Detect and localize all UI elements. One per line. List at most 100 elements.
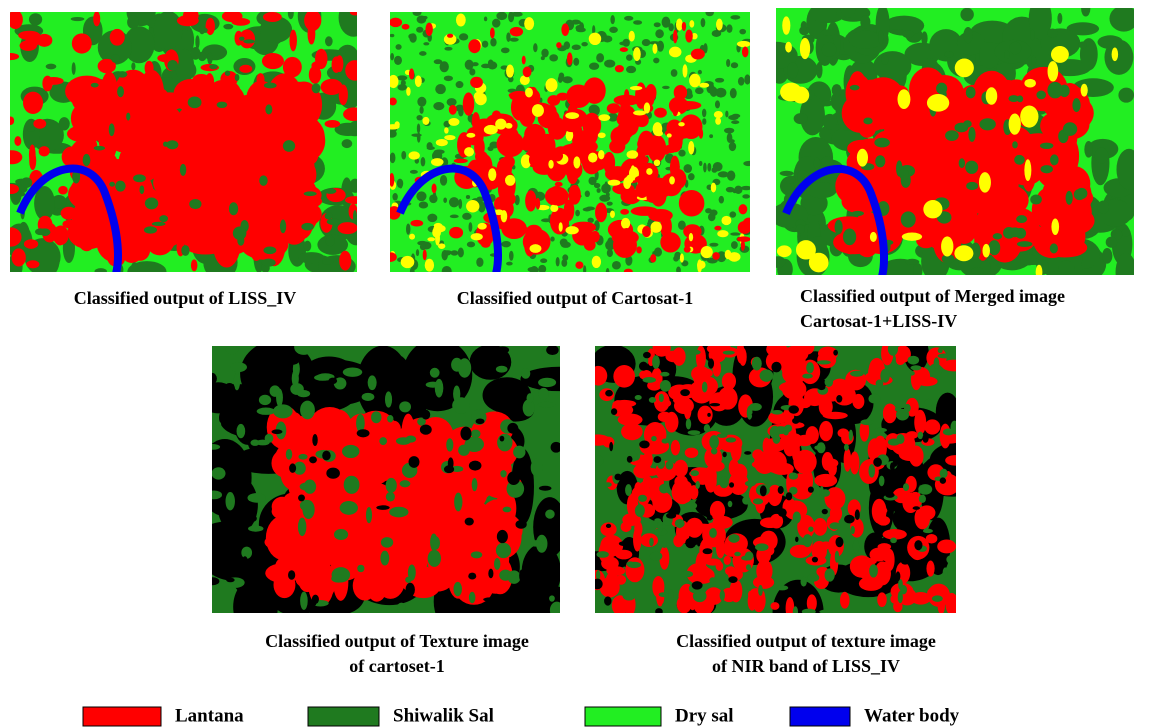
map-patch [730, 232, 740, 235]
map-patch [417, 123, 420, 133]
map-patch [747, 582, 752, 591]
map-patch [676, 18, 683, 30]
map-patch [287, 94, 306, 111]
map-patch [719, 196, 724, 204]
map-patch [1004, 50, 1010, 59]
map-patch [936, 83, 947, 95]
map-patch [626, 561, 634, 566]
map-patch [1040, 143, 1053, 149]
map-patch [633, 528, 641, 552]
map-patch [638, 156, 648, 163]
map-patch [488, 569, 493, 579]
map-patch [420, 244, 426, 250]
map-patch [746, 564, 751, 570]
map-patch [642, 226, 651, 237]
map-patch [601, 183, 611, 193]
map-patch [524, 17, 534, 30]
map-patch [1051, 219, 1059, 236]
map-patch [465, 518, 474, 526]
map-patch [612, 261, 621, 270]
map-patch [707, 515, 713, 521]
map-patch [509, 194, 516, 205]
map-patch [343, 368, 362, 377]
map-patch [650, 552, 662, 561]
map-patch [573, 58, 579, 66]
map-patch [729, 142, 736, 151]
map-patch [819, 610, 832, 614]
map-patch [701, 18, 706, 27]
map-patch [801, 577, 807, 587]
map-patch [583, 113, 602, 138]
map-patch [442, 266, 452, 276]
map-patch [510, 27, 523, 37]
map-patch [531, 549, 537, 555]
map-patch [180, 164, 186, 176]
map-patch [841, 1, 855, 17]
map-patch [443, 197, 447, 202]
map-patch [68, 81, 79, 95]
map-patch [659, 484, 669, 494]
map-patch [777, 245, 792, 257]
map-patch [466, 195, 470, 199]
map-patch [371, 411, 381, 423]
map-patch [654, 159, 661, 166]
map-patch [743, 161, 754, 166]
map-patch [427, 214, 437, 223]
map-patch [690, 470, 699, 476]
map-patch [575, 261, 583, 268]
map-patch [497, 530, 508, 543]
map-patch [458, 199, 462, 209]
map-patch [427, 237, 435, 241]
map-patch [819, 421, 833, 441]
map-patch [623, 592, 636, 601]
map-patch [741, 186, 752, 190]
map-patch [640, 533, 658, 547]
map-patch [595, 455, 603, 465]
map-patch [766, 341, 787, 357]
map-patch [466, 133, 475, 138]
map-patch [0, 227, 22, 246]
map-patch [934, 357, 940, 369]
map-patch [760, 485, 767, 496]
map-patch [530, 540, 542, 547]
map-patch [649, 538, 653, 547]
map-patch [409, 33, 416, 43]
map-patch [509, 251, 514, 261]
map-patch [955, 59, 974, 78]
map-patch [506, 32, 510, 42]
map-patch [449, 105, 457, 115]
map-patch [965, 161, 978, 174]
map-patch [43, 77, 64, 85]
map-patch [660, 216, 672, 237]
map-patch [522, 56, 526, 65]
map-patch [940, 469, 948, 479]
map-patch [507, 471, 520, 485]
map-patch [291, 204, 312, 216]
map-patch [1081, 1, 1090, 16]
map-patch [21, 177, 33, 188]
map-patch [428, 550, 441, 567]
map-patch [843, 229, 856, 246]
map-patch [556, 93, 569, 101]
map-patch [583, 265, 586, 275]
map-patch [726, 59, 730, 67]
map-patch [916, 377, 937, 387]
map-patch [496, 543, 511, 559]
map-patch [697, 259, 702, 272]
map-patch [739, 204, 748, 214]
map-patch [606, 572, 618, 590]
map-patch [561, 23, 569, 36]
map-patch [496, 12, 507, 20]
map-patch [549, 595, 555, 601]
map-patch [596, 53, 604, 62]
map-patch [782, 16, 790, 34]
map-patch [527, 393, 534, 403]
map-patch [110, 29, 125, 46]
map-patch [1109, 6, 1138, 32]
map-patch [629, 31, 635, 42]
map-patch [982, 244, 990, 258]
map-patch [708, 358, 714, 368]
map-patch [497, 434, 512, 452]
map-patch [730, 579, 743, 602]
map-patch [689, 74, 701, 88]
